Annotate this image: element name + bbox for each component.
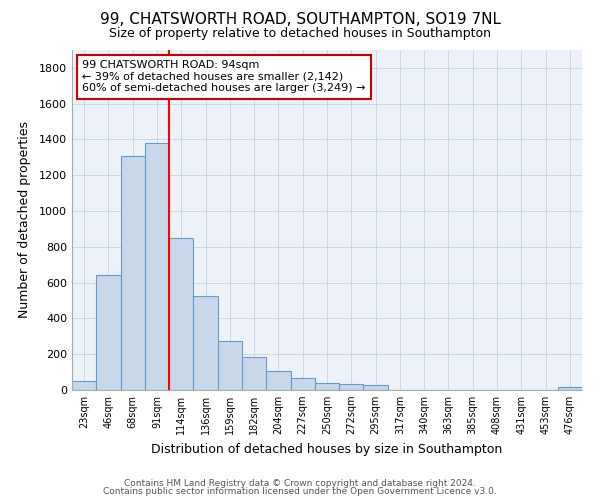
Bar: [121, 156, 145, 390]
Bar: [339, 384, 364, 390]
Bar: [96, 276, 121, 390]
Bar: [558, 387, 582, 390]
Text: 99, CHATSWORTH ROAD, SOUTHAMPTON, SO19 7NL: 99, CHATSWORTH ROAD, SOUTHAMPTON, SO19 7…: [100, 12, 500, 28]
Text: Size of property relative to detached houses in Southampton: Size of property relative to detached ho…: [109, 28, 491, 40]
Bar: [315, 383, 339, 390]
Bar: [242, 357, 266, 390]
Bar: [72, 381, 96, 390]
Bar: [145, 143, 169, 390]
Bar: [218, 341, 242, 390]
Y-axis label: Number of detached properties: Number of detached properties: [17, 122, 31, 318]
Text: Contains HM Land Registry data © Crown copyright and database right 2024.: Contains HM Land Registry data © Crown c…: [124, 478, 476, 488]
Bar: [364, 385, 388, 390]
Text: Contains public sector information licensed under the Open Government Licence v3: Contains public sector information licen…: [103, 487, 497, 496]
X-axis label: Distribution of detached houses by size in Southampton: Distribution of detached houses by size …: [151, 442, 503, 456]
Bar: [266, 371, 290, 390]
Bar: [290, 378, 315, 390]
Bar: [193, 296, 218, 390]
Bar: [169, 238, 193, 390]
Text: 99 CHATSWORTH ROAD: 94sqm
← 39% of detached houses are smaller (2,142)
60% of se: 99 CHATSWORTH ROAD: 94sqm ← 39% of detac…: [82, 60, 366, 94]
